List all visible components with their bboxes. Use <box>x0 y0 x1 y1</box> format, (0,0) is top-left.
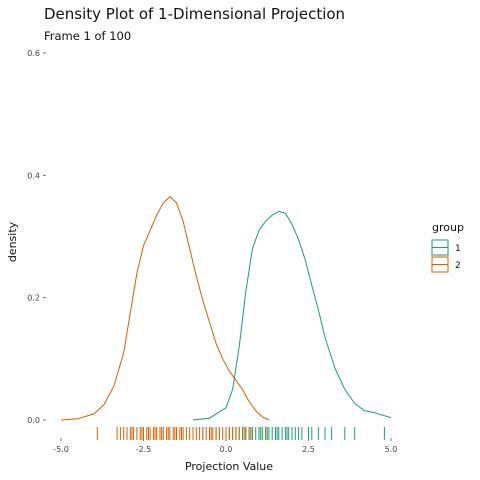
legend-label-1: 1 <box>455 244 461 254</box>
density-line-group-2 <box>60 196 270 421</box>
legend-title: group <box>432 221 464 234</box>
chart-title: Density Plot of 1-Dimensional Projection <box>44 5 345 23</box>
density-line-group-1 <box>192 210 392 421</box>
y-tick-label: 0.0 <box>27 416 40 425</box>
density-lines <box>60 196 392 421</box>
x-axis: -5.0 -2.5 0.0 2.5 5.0 <box>53 438 397 454</box>
y-tick-label: 0.4 <box>27 171 40 180</box>
y-axis-title: density <box>6 221 19 262</box>
legend-label-2: 2 <box>455 261 461 271</box>
y-tick-label: 0.2 <box>27 294 40 303</box>
x-axis-title: Projection Value <box>185 460 273 473</box>
y-axis: 0.0 0.2 0.4 0.6 <box>27 49 46 425</box>
x-tick-label: 2.5 <box>302 445 315 454</box>
x-tick-label: -5.0 <box>53 445 69 454</box>
y-tick-label: 0.6 <box>27 49 40 58</box>
x-tick-label: 5.0 <box>385 445 398 454</box>
rug-layer <box>96 427 385 440</box>
x-tick-label: 0.0 <box>220 445 233 454</box>
legend: group 1 2 <box>431 221 464 273</box>
chart-subtitle: Frame 1 of 100 <box>44 29 131 43</box>
x-tick-label: -2.5 <box>136 445 152 454</box>
